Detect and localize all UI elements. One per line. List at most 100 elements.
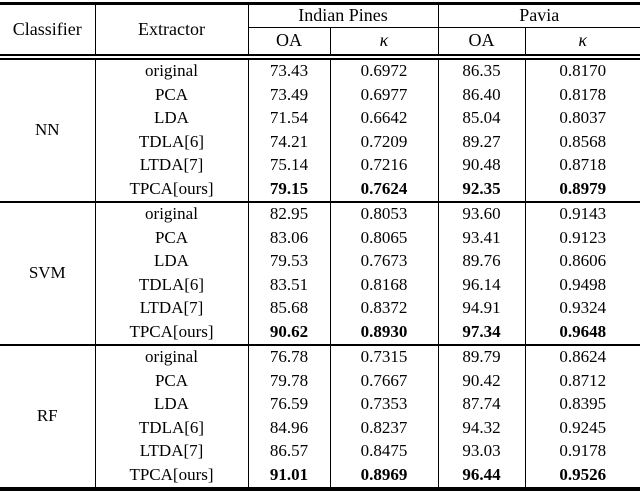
pavia-oa-value: 89.27 [438,130,526,154]
pavia-oa-value: 85.04 [438,107,526,131]
nn-group: NN original 73.43 0.6972 86.35 0.8170 PC… [0,59,640,202]
pavia-kappa-value: 0.8178 [559,84,607,104]
table-row: NN original 73.43 0.6972 86.35 0.8170 [0,59,640,202]
ip-kappa-value: 0.7667 [330,369,439,393]
double-rule-section [0,54,640,60]
extractor-cell: TPCA[ours] [95,463,249,489]
pavia-oa-value: 86.35 [438,59,526,84]
extractor-cell: TPCA[ours] [95,177,249,202]
classifier-cell-rf: RF [0,344,96,489]
pavia-oa-value: 94.91 [438,297,526,321]
ip-kappa-value: 0.7624 [330,177,439,202]
table-row: LTDA[7] 85.68 0.8372 94.91 0.9324 [0,297,640,321]
table-row: PCA 79.78 0.7667 90.42 0.8712 [0,369,640,393]
ip-oa-value: 91.01 [248,463,331,489]
extractor-cell: PCA [95,226,249,250]
ip-oa-value: 74.21 [248,130,331,154]
classifier-column-header: Classifier [0,3,96,55]
table-header: Classifier Extractor Indian Pines Pavia … [0,3,640,55]
table-row: PCA 73.49 0.6977 86.40 0.8178 [0,83,640,107]
pavia-kappa-value: 0.8170 [559,61,607,81]
pavia-oa-value: 96.44 [438,463,526,489]
pavia-oa-value: 86.40 [438,83,526,107]
header-row-groups: Classifier Extractor Indian Pines Pavia [0,3,640,55]
table-row: TDLA[6] 74.21 0.7209 89.27 0.8568 [0,130,640,154]
header-row-metrics: OA κ OA κ [0,27,640,55]
pavia-kappa-header: κ [578,30,588,51]
ip-oa-value: 71.54 [248,107,331,131]
pavia-oa-value: 93.41 [438,226,526,250]
table-row: SVM original 82.95 0.8053 93.60 0.9143 [0,201,640,345]
pavia-kappa-value: 0.8979 [559,178,607,198]
ip-kappa-value: 0.6972 [330,59,439,84]
table-row: LDA 76.59 0.7353 87.74 0.8395 [0,393,640,417]
table-row: LDA 79.53 0.7673 89.76 0.8606 [0,250,640,274]
pavia-kappa-value: 0.8568 [559,131,607,151]
table-row: TDLA[6] 84.96 0.8237 94.32 0.9245 [0,416,640,440]
ip-kappa-value: 0.8065 [330,226,439,250]
ip-kappa-value: 0.7216 [330,154,439,178]
ip-oa-value: 76.78 [248,344,331,370]
ip-oa-value: 83.51 [248,273,331,297]
extractor-cell: TPCA[ours] [95,320,249,345]
ip-oa-value: 85.68 [248,297,331,321]
pavia-kappa-value: 0.9498 [559,274,607,294]
ip-kappa-value: 0.8930 [330,320,439,345]
pavia-kappa-value: 0.9123 [559,227,607,247]
pavia-kappa-value: 0.9526 [559,464,607,484]
pavia-oa-value: 87.74 [438,393,526,417]
table-row-best: TPCA[ours] 91.01 0.8969 96.44 0.9526 [0,463,640,489]
pavia-kappa-value: 0.9245 [559,417,607,437]
pavia-oa-value: 90.42 [438,369,526,393]
ip-oa-value: 82.95 [248,201,331,227]
extractor-cell: original [95,59,249,84]
extractor-cell: LDA [95,393,249,417]
table-row: LDA 71.54 0.6642 85.04 0.8037 [0,107,640,131]
extractor-cell: LDA [95,250,249,274]
double-rule [0,54,640,60]
extractor-cell: original [95,201,249,227]
pavia-oa-value: 94.32 [438,416,526,440]
ip-kappa-value: 0.7315 [330,344,439,370]
extractor-cell: TDLA[6] [95,416,249,440]
pavia-kappa-value: 0.9648 [559,321,607,341]
extractor-cell: TDLA[6] [95,273,249,297]
pavia-kappa-value: 0.9143 [525,201,640,227]
pavia-oa-value: 89.76 [438,250,526,274]
classifier-cell-nn: NN [0,59,96,202]
ip-oa-value: 83.06 [248,226,331,250]
ip-oa-value: 73.49 [248,83,331,107]
extractor-cell: LTDA[7] [95,440,249,464]
pavia-kappa-value: 0.8718 [559,155,607,175]
table-row: LTDA[7] 75.14 0.7216 90.48 0.8718 [0,154,640,178]
ip-kappa-value: 0.8168 [330,273,439,297]
pavia-oa-value: 93.03 [438,440,526,464]
ip-kappa-value: 0.7353 [330,393,439,417]
pavia-kappa-value: 0.8624 [525,344,640,370]
pavia-kappa-value: 0.8395 [559,394,607,414]
table-row: RF original 76.78 0.7315 89.79 0.8624 [0,344,640,489]
pavia-kappa-value: 0.8037 [559,108,607,128]
extractor-cell: TDLA[6] [95,130,249,154]
pavia-oa-value: 97.34 [438,320,526,345]
ip-kappa-value: 0.7673 [330,250,439,274]
classifier-cell-svm: SVM [0,201,96,345]
ip-kappa-value: 0.8969 [330,463,439,489]
pavia-group-header: Pavia [438,3,640,28]
ip-kappa-value: 0.8053 [330,201,439,227]
table-row-best: TPCA[ours] 79.15 0.7624 92.35 0.8979 [0,177,640,202]
pavia-oa-value: 92.35 [438,177,526,202]
ip-kappa-value: 0.8372 [330,297,439,321]
ip-kappa-value: 0.6977 [330,83,439,107]
ip-oa-value: 73.43 [248,59,331,84]
ip-kappa-value: 0.8237 [330,416,439,440]
ip-oa-value: 76.59 [248,393,331,417]
pavia-kappa-value: 0.8712 [559,370,607,390]
table-row: PCA 83.06 0.8065 93.41 0.9123 [0,226,640,250]
ip-oa-value: 79.15 [248,177,331,202]
ip-oa-value: 84.96 [248,416,331,440]
ip-oa-value: 75.14 [248,154,331,178]
ip-oa-value: 79.78 [248,369,331,393]
extractor-cell: LDA [95,107,249,131]
extractor-cell: LTDA[7] [95,154,249,178]
